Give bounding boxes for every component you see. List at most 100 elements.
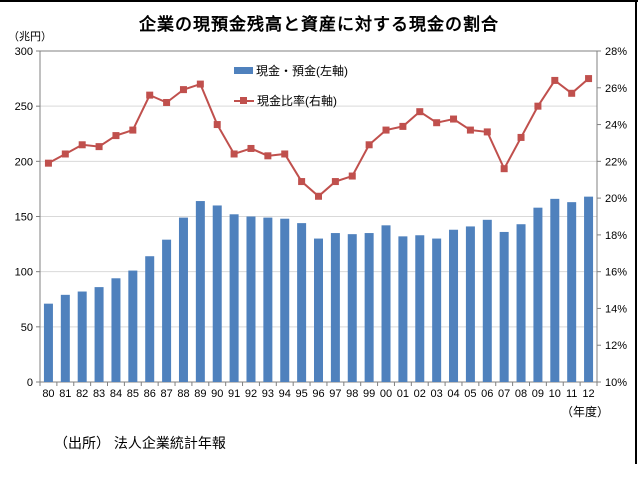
x-axis-unit-label: （年度） <box>561 405 610 419</box>
bar-89 <box>195 201 205 382</box>
x-axis-tick-label: 83 <box>93 388 105 400</box>
bar-00 <box>381 225 391 382</box>
x-axis-tick-label: 02 <box>414 388 426 400</box>
bar-10 <box>550 198 560 382</box>
marker-09 <box>534 102 542 110</box>
bar-97 <box>330 233 340 382</box>
x-axis-tick-label: 08 <box>515 388 527 400</box>
x-axis-tick-label: 04 <box>447 388 459 400</box>
legend: 現金・預金(左軸) 現金比率(右軸) <box>234 62 348 109</box>
x-axis-tick-label: 93 <box>262 388 274 400</box>
right-axis-tick-label: 26% <box>605 83 627 95</box>
line-series-swatch-icon <box>234 96 254 105</box>
left-axis-tick-label: 200 <box>15 156 33 168</box>
bar-01 <box>398 236 408 382</box>
bar-99 <box>364 233 374 382</box>
right-axis-tick-label: 28% <box>605 46 627 58</box>
marker-98 <box>348 172 356 180</box>
x-axis-tick-label: 97 <box>329 388 341 400</box>
x-axis-tick-label: 84 <box>110 388 122 400</box>
x-axis-tick-label: 92 <box>245 388 257 400</box>
marker-95 <box>298 178 306 186</box>
bar-08 <box>516 224 526 382</box>
x-axis-tick-label: 99 <box>363 388 375 400</box>
legend-item-cash-deposits: 現金・預金(左軸) <box>234 62 348 79</box>
bar-09 <box>533 207 543 382</box>
bar-12 <box>584 196 594 382</box>
bar-06 <box>482 219 492 382</box>
marker-86 <box>146 91 154 99</box>
x-axis-tick-label: 07 <box>498 388 510 400</box>
bar-84 <box>111 278 121 382</box>
marker-84 <box>112 132 120 140</box>
bar-87 <box>162 239 172 382</box>
marker-00 <box>382 126 390 134</box>
marker-82 <box>78 141 86 149</box>
left-axis-tick-label: 100 <box>15 267 33 279</box>
x-axis-tick-label: 01 <box>397 388 409 400</box>
x-axis-tick-label: 95 <box>295 388 307 400</box>
bar-81 <box>60 294 70 382</box>
marker-87 <box>163 98 171 106</box>
marker-89 <box>196 80 204 88</box>
x-axis-tick-label: 85 <box>127 388 139 400</box>
bar-83 <box>94 287 104 382</box>
marker-01 <box>399 122 407 130</box>
marker-07 <box>500 165 508 173</box>
x-axis-tick-label: 00 <box>380 388 392 400</box>
legend-label: 現金比率(右軸) <box>257 94 337 108</box>
legend-item-cash-ratio: 現金比率(右軸) <box>234 92 348 109</box>
x-axis-tick-label: 09 <box>532 388 544 400</box>
right-axis-tick-label: 10% <box>605 377 627 389</box>
x-axis-tick-label: 12 <box>582 388 594 400</box>
marker-05 <box>466 126 474 134</box>
marker-06 <box>483 128 491 136</box>
marker-99 <box>365 141 373 149</box>
marker-93 <box>264 152 272 160</box>
marker-90 <box>213 121 221 129</box>
left-axis-tick-label: 150 <box>15 212 33 224</box>
bar-85 <box>128 270 138 382</box>
left-axis-unit-label: （兆円） <box>8 31 52 43</box>
bar-82 <box>77 291 87 382</box>
bar-93 <box>263 217 273 382</box>
bar-03 <box>432 238 442 382</box>
x-axis-tick-label: 89 <box>194 388 206 400</box>
bar-94 <box>280 218 290 382</box>
plot-area: 05010015020025030010%12%14%16%18%20%22%2… <box>15 46 628 400</box>
marker-81 <box>61 150 69 158</box>
chart-title: 企業の現預金残高と資産に対する現金の割合 <box>139 15 499 34</box>
marker-96 <box>315 192 322 200</box>
marker-91 <box>230 150 238 158</box>
x-axis-tick-label: 80 <box>42 388 54 400</box>
left-axis-tick-label: 300 <box>15 46 33 58</box>
marker-10 <box>551 76 559 84</box>
x-axis-tick-label: 11 <box>566 388 577 400</box>
bar-11 <box>567 202 577 382</box>
cell-right-border <box>635 2 637 464</box>
left-axis-tick-label: 50 <box>21 322 33 334</box>
marker-83 <box>95 143 103 151</box>
right-axis-tick-label: 24% <box>605 120 627 132</box>
marker-11 <box>568 89 576 97</box>
marker-80 <box>44 159 52 167</box>
marker-92 <box>247 144 255 152</box>
bar-04 <box>449 229 459 382</box>
legend-label: 現金・預金(左軸) <box>256 64 348 78</box>
right-axis-tick-label: 12% <box>605 340 627 352</box>
bar-05 <box>465 226 475 382</box>
x-axis-tick-label: 10 <box>549 388 561 400</box>
x-axis-tick-label: 03 <box>431 388 443 400</box>
right-axis-tick-label: 16% <box>605 267 627 279</box>
bar-07 <box>499 231 509 382</box>
bar-91 <box>229 214 239 382</box>
left-axis-tick-label: 0 <box>27 377 33 389</box>
left-axis-tick-label: 250 <box>15 101 33 113</box>
marker-08 <box>517 133 525 141</box>
bar-series-swatch-icon <box>234 67 253 74</box>
marker-03 <box>433 119 441 127</box>
marker-97 <box>331 178 339 186</box>
x-axis-tick-label: 81 <box>59 388 71 400</box>
marker-85 <box>129 126 137 134</box>
